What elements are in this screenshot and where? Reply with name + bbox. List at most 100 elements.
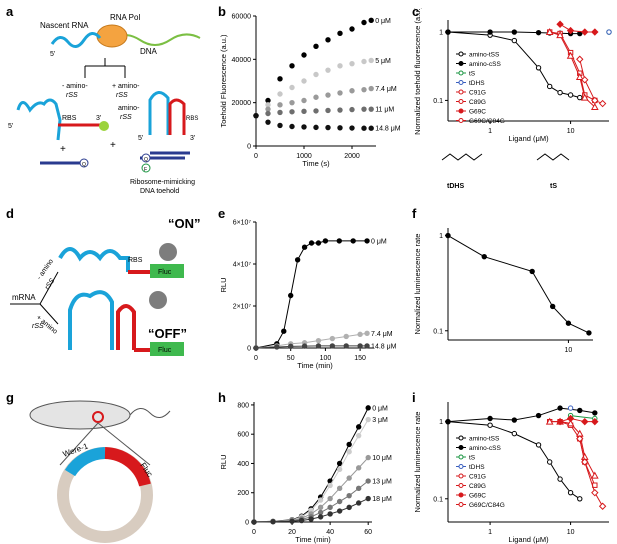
data-point: [325, 107, 331, 114]
data-point: [591, 96, 599, 105]
data-point: [251, 519, 257, 525]
data-point: [535, 412, 542, 419]
data-point: [557, 405, 563, 411]
series-line: [549, 421, 596, 476]
data-point: [265, 102, 271, 108]
data-point: [265, 97, 271, 104]
legend-marker: [458, 70, 464, 76]
legend-label: tDHS: [469, 464, 485, 471]
legend-label: amino-tSS: [469, 52, 500, 59]
on-label: “ON”: [168, 216, 201, 231]
legend-marker: [458, 454, 464, 460]
left-rna-structure: [16, 98, 62, 141]
series-label: 0 μM: [375, 18, 391, 25]
plus-amino-label: + amino-: [112, 83, 140, 90]
data-point: [337, 63, 343, 69]
data-point: [313, 43, 319, 50]
data-point: [294, 257, 301, 263]
data-point: [487, 422, 493, 428]
data-point: [265, 119, 271, 125]
diagram-d: mRNA - amino rSS + amino rSS Fluc RBS “O…: [10, 216, 201, 356]
data-point: [529, 268, 535, 275]
data-point: [590, 102, 599, 111]
series-label: 14.8 μM: [371, 343, 397, 350]
panel-letter-c: c: [412, 4, 420, 19]
panel-letter-g: g: [6, 390, 14, 405]
data-point: [277, 91, 283, 97]
data-point: [301, 52, 307, 58]
series-line: [559, 417, 595, 423]
data-point: [565, 320, 572, 326]
series-label: 5 μM: [375, 58, 391, 65]
legend-label: amino-tSS: [469, 436, 500, 443]
data-point: [317, 497, 324, 503]
data-point: [361, 86, 367, 93]
data-point: [357, 343, 363, 349]
data-point: [445, 232, 451, 239]
data-point: [325, 37, 331, 43]
x-tick-label: 100: [320, 355, 332, 362]
data-point: [355, 465, 362, 471]
data-point: [535, 442, 542, 448]
data-point: [557, 89, 563, 96]
data-point: [317, 509, 324, 516]
y-tick-label: 1: [439, 419, 443, 426]
data-point: [557, 476, 563, 482]
legend-label: C91G: [469, 474, 486, 481]
data-point: [355, 432, 362, 439]
data-point: [606, 29, 612, 35]
data-point: [566, 51, 575, 59]
data-point: [253, 112, 259, 119]
data-point: [349, 88, 355, 94]
data-point: [289, 99, 295, 106]
chart-c: 1 10 0.1 1 Ligand (μM) Normalized toehold flu…: [413, 8, 612, 143]
legend-marker: [458, 483, 464, 488]
data-point: [577, 496, 583, 502]
series-line: [447, 235, 590, 334]
data-point: [580, 93, 589, 101]
legend-marker: [458, 464, 464, 469]
data-point: [364, 330, 370, 337]
five-prime-label-a2: 5': [8, 123, 13, 130]
rbs-label-a1: RBS: [62, 115, 77, 122]
x-tick-label: 20: [288, 529, 296, 536]
data-point: [368, 125, 374, 131]
minus-amino-label: - amino-: [62, 83, 88, 90]
data-point: [336, 466, 343, 473]
legend-label: amino-cSS: [469, 61, 501, 68]
data-point: [535, 65, 542, 71]
series-label: 10 μM: [372, 455, 392, 462]
data-point: [289, 63, 295, 69]
y-axis-label: Normalized toehold fluorescence (a.u.): [413, 8, 422, 135]
data-point: [337, 125, 343, 131]
series-label: 18 μM: [372, 496, 392, 503]
were1-segment: [64, 447, 106, 477]
data-point: [445, 29, 451, 35]
ts-structure: [536, 153, 570, 161]
panel-letter-a: a: [6, 4, 14, 19]
data-point: [325, 124, 331, 131]
rna-pol-shape: [96, 24, 128, 48]
tdhs-label: tDHS: [447, 183, 464, 190]
tdhs-structure: [441, 153, 483, 161]
legend-marker: [458, 108, 464, 114]
y-tick-label: 60000: [232, 14, 252, 21]
data-point: [322, 238, 329, 244]
data-point: [368, 57, 374, 64]
legend-marker: [458, 445, 464, 450]
data-point: [349, 106, 355, 113]
y-tick-label: 2×10⁷: [233, 304, 252, 311]
panel-letter-i: i: [412, 390, 416, 405]
data-point: [567, 489, 574, 496]
data-point: [336, 485, 343, 492]
panel-letter-b: b: [218, 4, 226, 19]
data-point: [308, 240, 315, 246]
data-point: [365, 454, 371, 461]
panel-letter-h: h: [218, 390, 226, 405]
data-point: [336, 498, 343, 505]
data-point: [545, 27, 554, 36]
off-rna-structure: [68, 290, 114, 350]
data-point: [265, 110, 271, 117]
legend-label: tS: [469, 455, 476, 462]
quencher-left: [79, 158, 89, 168]
